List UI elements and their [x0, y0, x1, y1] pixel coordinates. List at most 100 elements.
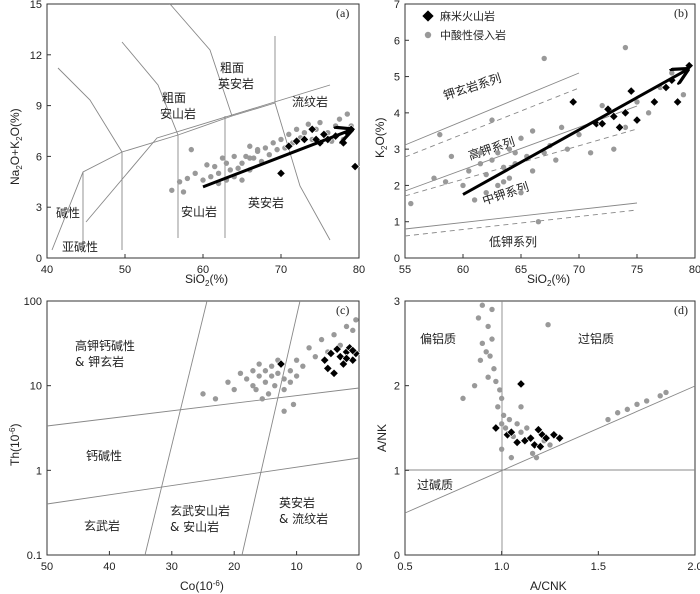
x-axis-label-a: SiO2(%) — [185, 272, 228, 288]
x-tick-label: 1.0 — [494, 561, 509, 573]
data-point-intrusive — [518, 135, 524, 141]
data-point-intrusive — [235, 165, 241, 171]
data-point-intrusive — [437, 131, 443, 138]
field-shoshonite: 钾玄岩系列 — [441, 70, 503, 103]
y-tick-label: 1 — [394, 465, 400, 477]
data-point-intrusive — [253, 386, 259, 393]
panel-label-d: (d) — [674, 303, 688, 317]
data-point-intrusive — [300, 363, 306, 369]
data-point-intrusive — [529, 168, 536, 174]
data-point-intrusive — [317, 119, 323, 126]
data-point-intrusive — [466, 168, 472, 174]
field-lines-a — [51, 3, 331, 251]
data-point-intrusive — [487, 353, 493, 359]
x-tick-label: 0 — [356, 561, 362, 573]
x-tick-label: 80 — [353, 264, 365, 276]
x-tick-label: 50 — [41, 561, 53, 573]
data-point-volcanic — [348, 345, 358, 356]
data-point-intrusive — [318, 336, 325, 343]
data-point-intrusive — [268, 363, 275, 369]
data-point-intrusive — [500, 179, 507, 185]
x-axis-label-c: Co(10-6) — [180, 579, 224, 593]
x-tick-label: 10 — [290, 561, 302, 573]
legend-label-s2: 中酸性侵入岩 — [440, 28, 506, 42]
field-basaltic-andesite-l1: 玄武安山岩 — [170, 503, 230, 518]
points-b — [408, 44, 694, 225]
field-calc-alkaline: 钙碱性 — [86, 449, 122, 463]
data-point-intrusive — [247, 155, 253, 161]
data-point-intrusive — [614, 410, 621, 416]
field-trachy-dacite-l2: 英安岩 — [218, 76, 254, 91]
data-point-intrusive — [344, 111, 350, 117]
data-point-volcanic — [533, 425, 544, 435]
field-trachy-andesite-l2: 安山岩 — [160, 106, 196, 121]
data-point-intrusive — [622, 124, 629, 131]
panel-c: 高钾钙碱性 & 钾玄岩 钙碱性 玄武岩 玄武安山岩 & 安山岩 英安岩 & 流纹… — [8, 296, 362, 593]
field-basaltic-andesite-l2: & 安山岩 — [170, 519, 219, 534]
data-point-volcanic — [525, 433, 536, 443]
data-point-intrusive — [541, 55, 547, 62]
legend-label-s1: 麻米火山岩 — [440, 9, 495, 23]
data-point-intrusive — [645, 110, 652, 116]
data-point-intrusive — [495, 182, 501, 189]
data-point-intrusive — [489, 336, 495, 342]
data-point-intrusive — [669, 70, 675, 76]
data-point-intrusive — [622, 44, 629, 51]
data-point-intrusive — [256, 361, 262, 367]
data-point-volcanic — [597, 119, 607, 129]
data-point-intrusive — [500, 412, 507, 418]
panel-a: 粗面 英安岩 粗面 安山岩 流纹岩 碱性 亚碱性 安山岩 英安岩 (a) 40 5… — [8, 0, 365, 288]
data-point-intrusive — [343, 323, 350, 330]
data-point-intrusive — [268, 373, 275, 379]
data-point-volcanic — [649, 97, 660, 107]
data-point-volcanic — [326, 348, 336, 359]
data-point-intrusive — [254, 146, 261, 153]
legend-marker-diamond — [422, 10, 434, 22]
data-point-intrusive — [270, 140, 276, 146]
data-point-intrusive — [506, 146, 513, 152]
data-point-intrusive — [460, 182, 466, 189]
data-point-volcanic — [329, 368, 339, 378]
field-low-k: 低钾系列 — [489, 235, 537, 249]
x-tick-label: 60 — [457, 264, 469, 276]
x-axis-label-d: A/CNK — [530, 579, 567, 593]
data-point-intrusive — [547, 442, 553, 448]
field-dacite-rhyolite-l2: & 流纹岩 — [279, 511, 328, 526]
data-point-intrusive — [266, 152, 272, 158]
y-axis-label-d: A/NK — [375, 424, 389, 452]
field-dacite-rhyolite-l1: 英安岩 — [279, 495, 315, 510]
data-point-intrusive — [251, 155, 257, 161]
data-point-intrusive — [495, 150, 501, 156]
field-labels-d: 偏铝质 过铝质 过碱质 — [417, 331, 614, 492]
data-point-intrusive — [225, 379, 231, 385]
data-point-intrusive — [491, 366, 497, 372]
data-point-intrusive — [287, 368, 294, 374]
data-point-intrusive — [332, 123, 339, 129]
data-point-intrusive — [169, 187, 175, 193]
field-high-k-calc-l2: & 钾玄岩 — [75, 354, 124, 369]
legend-b: 麻米火山岩 中酸性侵入岩 — [422, 9, 506, 42]
data-point-intrusive — [535, 219, 542, 225]
ticks-b: 55 60 65 70 75 80 0 1 2 3 4 5 6 7 — [394, 0, 700, 276]
x-tick-label: 50 — [119, 264, 131, 276]
data-point-intrusive — [215, 170, 222, 177]
y-tick-label: 15 — [30, 0, 42, 11]
data-point-intrusive — [243, 376, 250, 382]
field-basalt: 玄武岩 — [84, 518, 120, 533]
y-tick-label: 5 — [394, 72, 400, 84]
data-point-intrusive — [502, 425, 509, 431]
data-point-intrusive — [500, 164, 507, 170]
ticks-a: 40 50 60 70 80 0 3 6 9 12 15 — [30, 0, 365, 276]
field-lines-d — [404, 301, 696, 555]
y-tick-label: 6 — [394, 35, 400, 47]
data-point-intrusive — [262, 379, 269, 385]
field-trachy-andesite-l1: 粗面 — [162, 91, 186, 105]
x-tick-label: 30 — [166, 561, 178, 573]
data-point-intrusive — [448, 153, 455, 160]
data-point-intrusive — [485, 374, 491, 380]
y-tick-label: 2 — [394, 180, 400, 192]
y-tick-label: 0 — [394, 253, 400, 265]
x-tick-label: 70 — [573, 264, 585, 276]
data-point-intrusive — [239, 177, 245, 183]
data-point-volcanic — [350, 161, 360, 172]
